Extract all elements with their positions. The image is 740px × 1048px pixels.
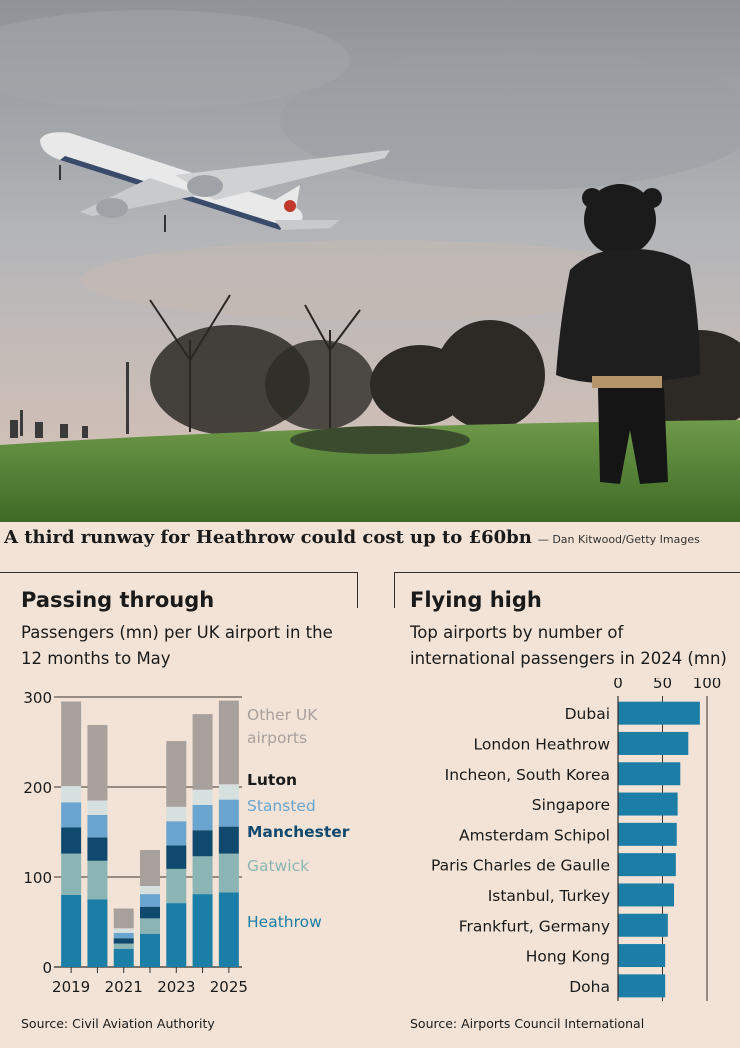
legend-label: Gatwick (247, 857, 309, 875)
x-tick-label: 2021 (105, 978, 143, 996)
bar-segment (218, 784, 239, 800)
bar-segment (166, 903, 187, 967)
chart-source: Source: Civil Aviation Authority (21, 1016, 215, 1031)
bar-segment (192, 894, 213, 967)
bar-segment (87, 837, 108, 861)
bar (618, 974, 666, 998)
y-tick-label: 300 (23, 689, 52, 707)
passing-through-panel: Passing through Passengers (mn) per UK a… (0, 572, 360, 1042)
bar (618, 762, 681, 786)
bar (618, 944, 666, 968)
x-tick-label: 100 (693, 678, 722, 692)
bar-segment (166, 741, 187, 807)
x-tick-label: 2019 (52, 978, 90, 996)
headline-photo (0, 0, 740, 522)
bar-segment (61, 895, 82, 967)
bar-segment (87, 724, 108, 801)
bar-segment (113, 932, 134, 939)
bar-segment (87, 860, 108, 900)
bar-segment (166, 806, 187, 822)
chart-source: Source: Airports Council International (410, 1016, 645, 1031)
chart-subtitle: Top airports by number of international … (410, 623, 727, 668)
bar (618, 822, 677, 846)
bar-segment (166, 845, 187, 869)
bar-segment (140, 918, 160, 934)
bar-segment (113, 908, 134, 929)
legend-label: Luton (247, 771, 297, 789)
bar-segment (140, 894, 160, 907)
legend-label: Manchester (247, 823, 350, 841)
caption-headline: A third runway for Heathrow could cost u… (4, 527, 532, 548)
y-tick-label: 200 (23, 779, 52, 797)
category-label: Frankfurt, Germany (459, 917, 610, 935)
category-label: London Heathrow (473, 735, 610, 753)
x-tick-label: 0 (613, 678, 623, 692)
bar-segment (218, 700, 239, 785)
category-label: Singapore (532, 796, 610, 814)
bar-segment (140, 886, 160, 895)
bar-segment (166, 821, 187, 846)
bar (618, 853, 676, 877)
bar-segment (218, 853, 239, 893)
category-label: Hong Kong (526, 948, 610, 966)
bar-segment (61, 853, 82, 895)
bar-segment (113, 938, 134, 944)
stacked-bar-chart: 0 100 200 300 2019 2021 2023 2025 Other UK airpor… (23, 689, 350, 996)
chart-title: Flying high (410, 588, 542, 612)
bar-segment (87, 800, 108, 815)
bar-segment (113, 928, 134, 933)
category-label: Dubai (565, 705, 610, 723)
bar (618, 701, 700, 725)
bar-segment (61, 701, 82, 787)
photo-caption: A third runway for Heathrow could cost u… (4, 527, 739, 557)
category-label: Incheon, South Korea (445, 766, 610, 784)
legend-label: airports (247, 729, 307, 747)
bar-segment (192, 830, 213, 857)
bar-segment (61, 802, 82, 828)
legend-label: Stansted (247, 797, 316, 815)
bar (618, 731, 689, 755)
category-label: Doha (569, 978, 610, 996)
bar-segment (192, 714, 213, 790)
bar-segment (192, 856, 213, 895)
category-label: Amsterdam Schipol (459, 826, 610, 844)
bar-segment (113, 949, 134, 967)
category-label: Istanbul, Turkey (488, 887, 610, 905)
bar-segment (166, 868, 187, 904)
chart-title: Passing through (21, 588, 215, 612)
bar-segment (192, 789, 213, 805)
bar-segment (140, 906, 160, 919)
caption-credit: — Dan Kitwood/Getty Images (537, 533, 700, 546)
horizontal-bar-chart: 0 50 100 Dubai London Heathrow Incheon, South… (431, 678, 722, 1001)
bar-segment (140, 933, 160, 967)
chart-subtitle: Passengers (mn) per UK airport in the 12… (21, 623, 333, 668)
x-tick-label: 50 (653, 678, 672, 692)
category-label: Paris Charles de Gaulle (431, 857, 610, 875)
legend-label: Heathrow (247, 913, 322, 931)
y-tick-label: 100 (23, 869, 52, 887)
bar-segment (192, 805, 213, 831)
bar-segment (113, 943, 134, 949)
bar-segment (61, 827, 82, 854)
legend-label: Other UK (247, 706, 318, 724)
bar (618, 913, 668, 937)
bar-segment (140, 850, 160, 886)
bar-segment (61, 786, 82, 803)
bar-segment (87, 899, 108, 967)
y-tick-label: 0 (42, 959, 52, 977)
x-tick-label: 2023 (157, 978, 195, 996)
bar-segment (218, 826, 239, 854)
bar (618, 883, 675, 907)
x-tick-label: 2025 (210, 978, 248, 996)
bar-segment (218, 892, 239, 967)
bar (618, 792, 678, 816)
bar-segment (87, 814, 108, 838)
bar-segment (218, 799, 239, 827)
flying-high-panel: Flying high Top airports by number of in… (394, 572, 740, 1042)
